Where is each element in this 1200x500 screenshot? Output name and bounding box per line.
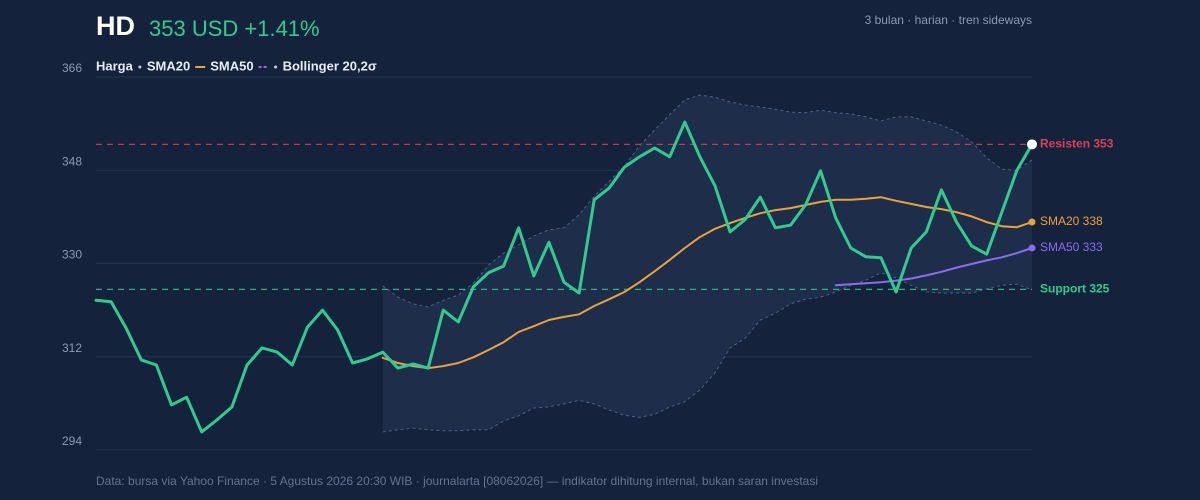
reference-lines: Resisten 353 Support 325	[96, 137, 1114, 296]
reference-label: Support 325	[1040, 282, 1110, 296]
last-price-dot	[1027, 139, 1037, 150]
band-fill	[382, 95, 1032, 432]
legend: Harga SMA20 SMA50 Bollinger 20,2σ	[96, 58, 377, 73]
legend-separator	[138, 65, 142, 69]
end-label: SMA50 333	[1040, 240, 1103, 254]
end-dot	[1028, 244, 1036, 252]
legend-label: Bollinger 20,2σ	[283, 58, 377, 73]
subtitle: 3 bulan · harian · tren sideways	[865, 13, 1032, 27]
legend-label: Harga	[96, 58, 134, 73]
y-tick-label: 330	[62, 248, 82, 262]
texts: HD 353 USD +1.41% 3 bulan · harian · tre…	[96, 11, 1032, 488]
footer: Data: bursa via Yahoo Finance · 5 Agustu…	[96, 474, 818, 488]
legend-label: SMA50	[210, 58, 253, 73]
y-tick-label: 348	[62, 154, 82, 168]
y-tick-label: 366	[62, 61, 82, 75]
band-lower	[382, 272, 1033, 433]
series-line	[94, 120, 1034, 434]
band-upper	[382, 94, 1033, 308]
series-lines: SMA50 333 SMA20 338	[94, 120, 1103, 434]
y-tick-label: 312	[62, 341, 82, 355]
end-dot	[1028, 218, 1036, 226]
legend-separator	[274, 65, 278, 69]
quote: 353 USD +1.41%	[149, 16, 320, 41]
legend-label: SMA20	[147, 58, 190, 73]
end-label: SMA20 338	[1040, 214, 1103, 228]
ticker: HD	[96, 11, 135, 41]
series-line	[834, 247, 1033, 287]
y-tick-label: 294	[62, 434, 82, 448]
series-line	[381, 196, 1033, 370]
reference-label: Resisten 353	[1040, 137, 1114, 151]
bollinger-band	[382, 94, 1033, 433]
